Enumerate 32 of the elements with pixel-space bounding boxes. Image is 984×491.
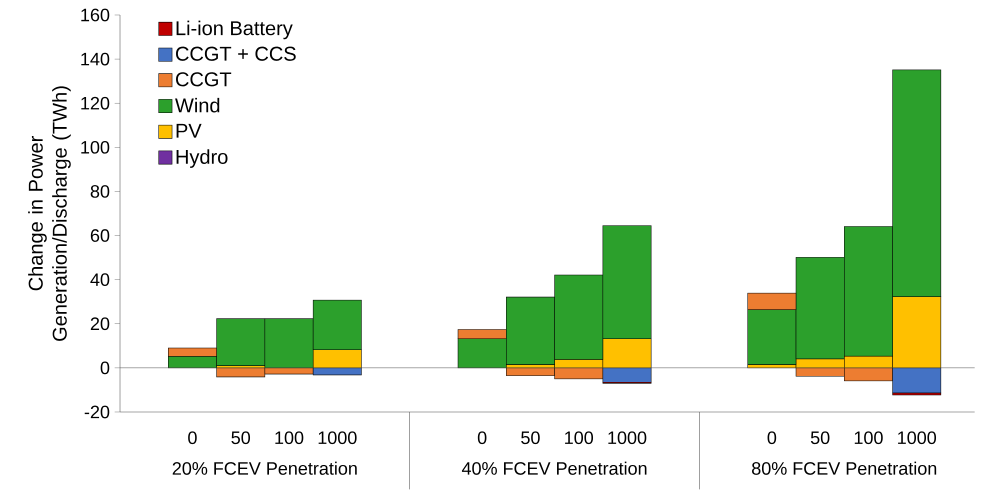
y-tick-label: 100 [81,140,110,154]
x-tick-label: 50 [810,431,830,444]
x-tick-label: 0 [768,431,776,444]
x-tick-label: 1000 [898,431,936,444]
legend-label: CCGT + CCS [176,46,296,61]
x-tick-label: 1000 [608,431,646,444]
legend-label: PV [176,124,202,138]
legend-label: Li-ion Battery [176,20,293,40]
y-tick-label: -20 [84,406,110,418]
y-tick-label: 160 [81,8,110,22]
y-tick-label: 40 [90,273,110,286]
legend-label: Hydro [176,149,228,168]
x-tick-label: 50 [521,431,540,444]
x-tick-label: 50 [231,431,250,444]
x-tick-label: 100 [854,431,883,444]
x-tick-label: 1000 [318,431,357,444]
y-tick-label: 140 [81,52,110,66]
legend-label: CCGT [176,72,232,86]
y-tick-label: 0 [100,362,110,374]
y-axis-title: Change in Power Generation/Discharge (TWh) [28,86,71,341]
text: 40% FCEV Penetration [462,462,646,475]
x-tick-label: 0 [188,431,197,444]
legend-label: Wind [175,98,220,112]
y-tick-label: 60 [90,229,110,242]
y-tick-label: 20 [90,317,110,330]
x-tick-label: 100 [275,431,304,444]
y-tick-label: 80 [90,185,110,198]
x-tick-label: 100 [565,431,594,444]
text: 20% FCEV Penetration [172,462,357,475]
text: 80% FCEV Penetration [752,462,936,475]
x-tick-label: 0 [478,431,486,444]
y-tick-label: 120 [81,96,110,110]
